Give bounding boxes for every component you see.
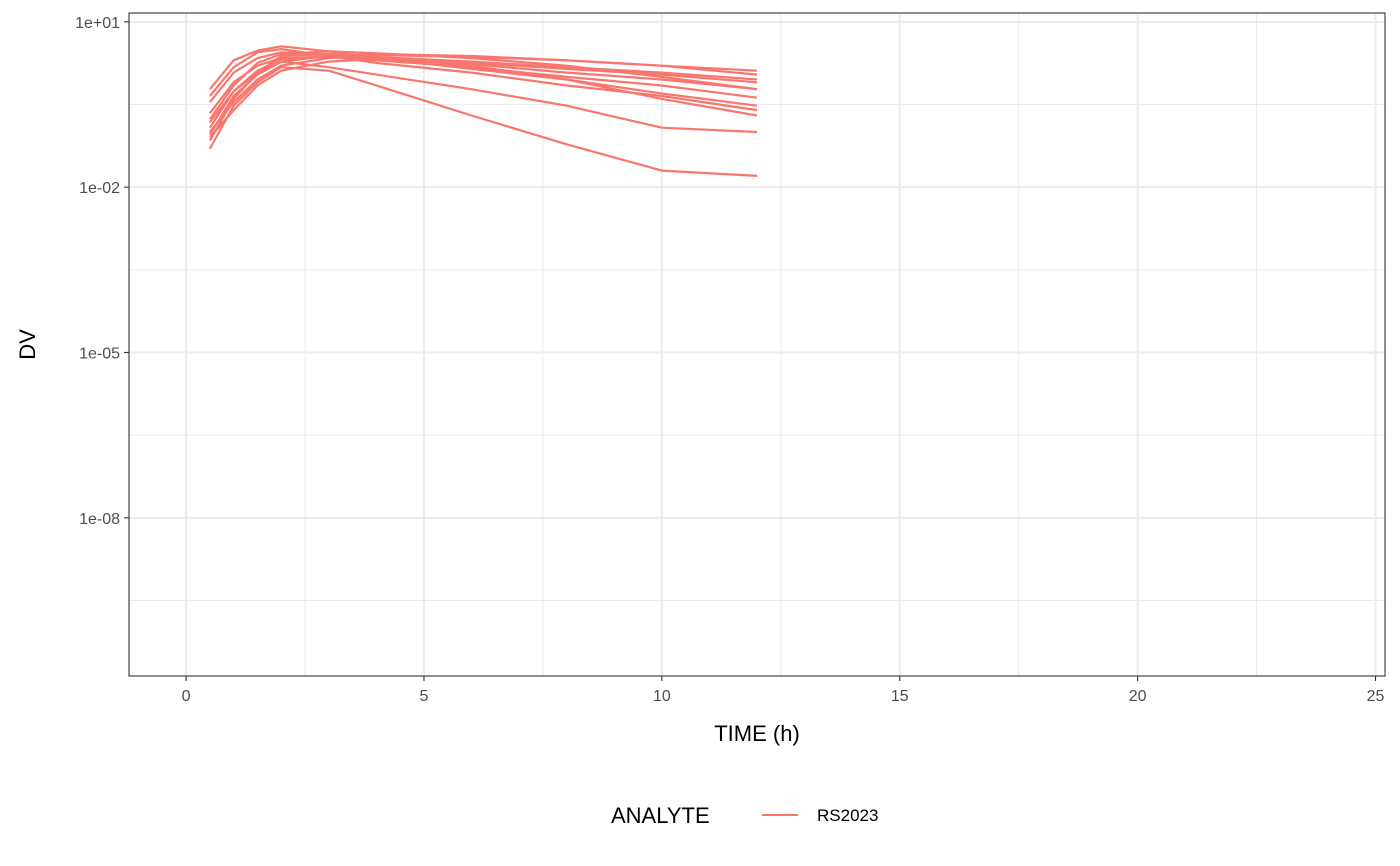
minor-gridlines bbox=[129, 13, 1385, 676]
x-axis-ticks: 0 5 10 15 20 25 bbox=[182, 676, 1385, 705]
x-tick-label: 10 bbox=[653, 688, 671, 705]
y-tick-label: 1e-05 bbox=[79, 345, 120, 362]
series-line-12 bbox=[208, 52, 758, 142]
y-axis-ticks: 1e+01 1e-02 1e-05 1e-08 bbox=[75, 15, 129, 528]
plot-panel-border bbox=[128, 12, 1386, 677]
major-gridlines bbox=[129, 13, 1385, 676]
x-tick-label: 15 bbox=[891, 688, 909, 705]
x-axis-title: TIME (h) bbox=[714, 721, 800, 746]
series-line-9 bbox=[208, 66, 758, 177]
series-lines bbox=[208, 45, 758, 177]
y-axis-title: DV bbox=[15, 329, 40, 360]
x-tick-label: 20 bbox=[1129, 688, 1147, 705]
x-tick-label: 5 bbox=[420, 688, 429, 705]
y-tick-label: 1e-08 bbox=[79, 511, 120, 528]
series-line-7 bbox=[209, 50, 758, 120]
y-tick-label: 1e-02 bbox=[79, 180, 120, 197]
x-tick-label: 25 bbox=[1367, 688, 1385, 705]
y-tick-label: 1e+01 bbox=[75, 15, 120, 32]
series-line-10 bbox=[209, 60, 758, 134]
legend: ANALYTE RS2023 bbox=[611, 803, 878, 828]
legend-entry-label: RS2023 bbox=[817, 806, 878, 825]
legend-title: ANALYTE bbox=[611, 803, 710, 828]
x-tick-label: 0 bbox=[182, 688, 191, 705]
